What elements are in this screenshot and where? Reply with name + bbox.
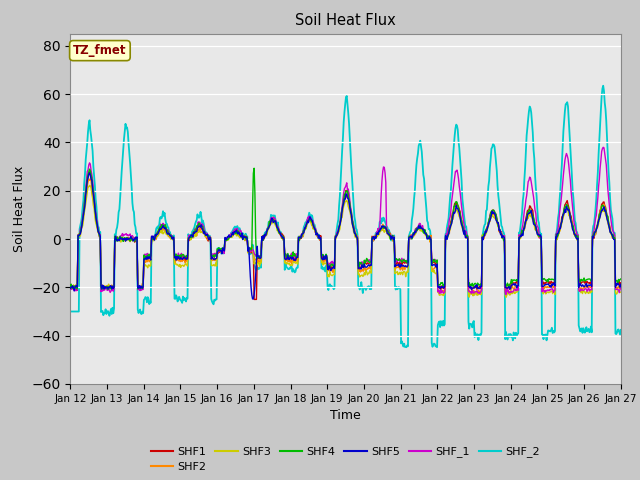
Legend: SHF1, SHF2, SHF3, SHF4, SHF5, SHF_1, SHF_2: SHF1, SHF2, SHF3, SHF4, SHF5, SHF_1, SHF… — [147, 442, 545, 477]
Y-axis label: Soil Heat Flux: Soil Heat Flux — [13, 166, 26, 252]
Title: Soil Heat Flux: Soil Heat Flux — [295, 13, 396, 28]
Text: TZ_fmet: TZ_fmet — [73, 44, 127, 57]
X-axis label: Time: Time — [330, 409, 361, 422]
